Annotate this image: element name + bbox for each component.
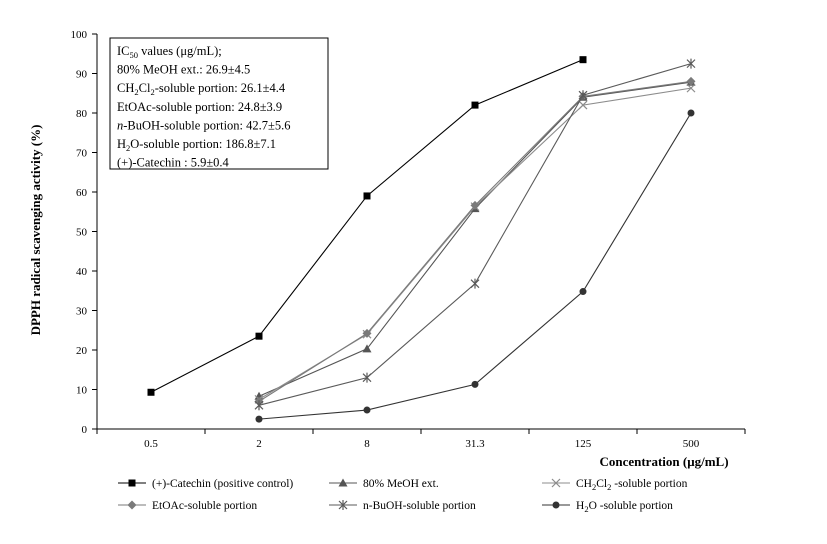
legend-label: CH2​Cl2​ -soluble portion <box>576 478 688 492</box>
data-point <box>579 288 587 296</box>
series-0 <box>147 56 587 396</box>
x-axis-ticks: 0.5 2 8 31.3 125 500 <box>96 429 746 450</box>
legend-swatch-marker <box>551 478 561 488</box>
data-point <box>686 83 696 93</box>
legend: (+)-Catechin (positive control) 80% MeOH … <box>118 478 688 514</box>
data-point <box>362 344 372 353</box>
annotation-line: n-BuOH-soluble portion: 42.7±5.6 <box>117 118 291 132</box>
legend-swatch-marker <box>552 501 560 509</box>
annotation-line: IC50​ values (μg/mL); <box>117 44 222 60</box>
y-axis-label: DPPH radical scavenging activity (%) <box>28 125 43 336</box>
series-layer <box>147 56 696 423</box>
data-point <box>578 90 588 101</box>
legend-swatch-marker <box>338 500 348 510</box>
data-point <box>254 400 264 411</box>
y-tick-label: 10 <box>76 385 88 397</box>
legend-item: EtOAc-soluble portion <box>118 500 257 512</box>
x-tick-label: 31.3 <box>465 438 485 450</box>
y-tick-label: 0 <box>82 424 88 436</box>
legend-label: (+)-Catechin (positive control) <box>152 478 293 490</box>
x-tick-label: 2 <box>256 438 262 450</box>
legend-item: (+)-Catechin (positive control) <box>118 478 293 490</box>
series-5 <box>255 109 695 423</box>
data-point <box>255 332 263 340</box>
legend-item: H2​O -soluble portion <box>542 500 673 514</box>
data-point <box>362 328 372 338</box>
data-point <box>471 380 479 388</box>
data-point <box>470 278 480 289</box>
data-point <box>363 406 371 414</box>
y-tick-label: 50 <box>76 227 88 239</box>
data-point <box>255 415 263 423</box>
data-point <box>687 109 695 117</box>
series-4 <box>254 58 696 411</box>
data-point <box>147 388 155 396</box>
legend-swatch-marker <box>128 479 136 487</box>
y-tick-label: 80 <box>76 108 88 120</box>
data-point <box>686 58 696 69</box>
y-tick-label: 60 <box>76 187 88 199</box>
data-point <box>686 76 696 86</box>
annotation-line: CH2​Cl2​-soluble portion: 26.1±4.4 <box>117 81 286 97</box>
legend-item: CH2​Cl2​ -soluble portion <box>542 478 688 492</box>
data-point <box>363 192 371 200</box>
legend-item: n-BuOH-soluble portion <box>329 500 476 512</box>
y-tick-label: 100 <box>71 29 88 41</box>
ic50-annotation: IC50​ values (μg/mL); 80% MeOH ext.: 26.9… <box>109 37 329 170</box>
legend-swatch-marker <box>338 478 348 487</box>
x-tick-label: 0.5 <box>144 438 158 450</box>
annotation-line: EtOAc-soluble portion: 24.8±3.9 <box>117 100 282 114</box>
y-axis-ticks: 0 10 20 30 40 50 60 70 80 90 100 <box>71 29 97 436</box>
annotation-line: H2​O-soluble portion: 186.8±7.1 <box>117 137 276 153</box>
legend-label: H2​O -soluble portion <box>576 500 673 514</box>
y-tick-label: 90 <box>76 69 88 81</box>
x-tick-label: 8 <box>364 438 370 450</box>
legend-label: EtOAc-soluble portion <box>152 500 257 512</box>
legend-label: 80% MeOH ext. <box>363 478 439 490</box>
legend-item: 80% MeOH ext. <box>329 478 439 490</box>
data-point <box>579 56 587 64</box>
data-point <box>471 101 479 109</box>
data-point <box>578 100 588 110</box>
legend-swatch-marker <box>127 500 137 510</box>
y-tick-label: 30 <box>76 306 88 318</box>
annotation-line: 80% MeOH ext.: 26.9±4.5 <box>117 63 250 77</box>
legend-label: n-BuOH-soluble portion <box>363 500 476 512</box>
x-tick-label: 125 <box>575 438 592 450</box>
y-tick-label: 20 <box>76 345 88 357</box>
data-point <box>362 372 372 383</box>
annotation-line: (+)-Catechin : 5.9±0.4 <box>117 156 230 170</box>
y-tick-label: 70 <box>76 148 88 160</box>
data-point <box>470 200 480 210</box>
x-tick-label: 500 <box>683 438 700 450</box>
x-axis-label: Concentration (μg/mL) <box>599 454 728 469</box>
y-tick-label: 40 <box>76 266 88 278</box>
annotation-box <box>109 37 329 170</box>
